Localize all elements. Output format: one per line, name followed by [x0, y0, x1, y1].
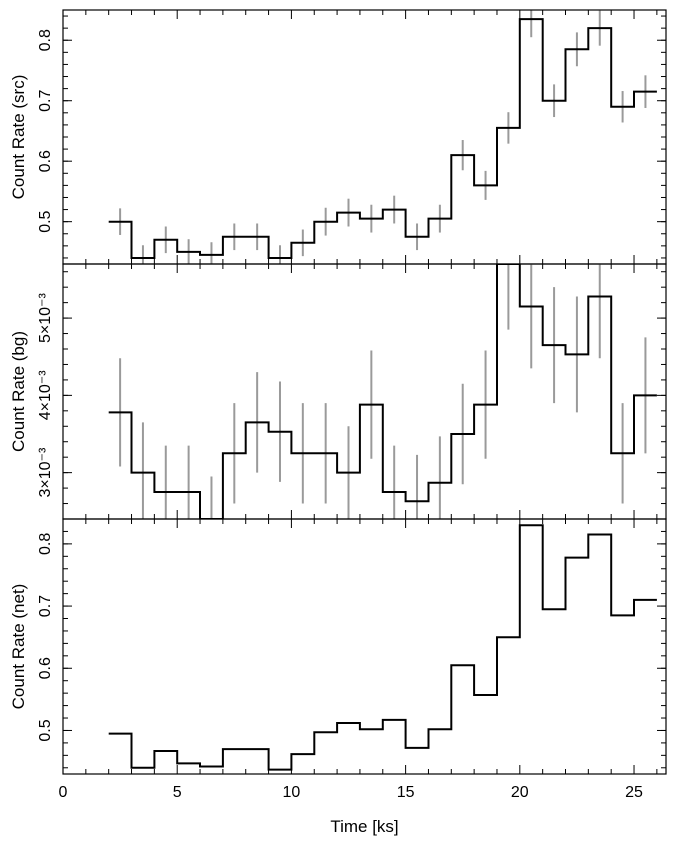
- y-tick-label: 0.8: [37, 29, 54, 51]
- y-tick-label: 0.5: [37, 210, 54, 232]
- y-tick-label: 0.8: [37, 533, 54, 555]
- x-tick-label: 15: [397, 784, 415, 801]
- y-tick-label: 0.6: [37, 657, 54, 679]
- y-axis-title: Count Rate (src): [9, 75, 28, 200]
- x-tick-label: 0: [59, 784, 68, 801]
- panel-frame: [62, 518, 667, 775]
- panel-frame: [62, 9, 667, 265]
- y-tick-label: 0.7: [37, 89, 54, 111]
- y-axis-title: Count Rate (net): [9, 584, 28, 710]
- panel-3: 0.5 0.6 0.7 0.8 Count Rate (net): [9, 518, 667, 775]
- x-tick-label: 10: [283, 784, 301, 801]
- y-tick-label: 4×10⁻³: [37, 370, 54, 420]
- x-tick-label: 25: [625, 784, 643, 801]
- y-tick-label: 3×10⁻³: [37, 447, 54, 497]
- y-axis-title: Count Rate (bg): [9, 331, 28, 452]
- panel-data: [108, 524, 657, 771]
- step-line: [108, 264, 657, 519]
- y-tick-label: 5×10⁻³: [37, 293, 54, 343]
- y-tick-label: 0.7: [37, 595, 54, 617]
- step-line: [108, 18, 657, 259]
- panel-data: [108, 264, 657, 519]
- panel-2: 3×10⁻³ 4×10⁻³ 5×10⁻³ Count Rate (bg): [9, 263, 667, 520]
- panel-data: [108, 10, 657, 264]
- x-axis-title: Time [ks]: [330, 817, 398, 836]
- y-tick-label: 0.5: [37, 719, 54, 741]
- x-tick-label: 5: [173, 784, 182, 801]
- panel-1: 0.5 0.6 0.7 0.8 Count Rate (src): [9, 9, 667, 265]
- step-line: [108, 524, 657, 771]
- x-tick-label: 20: [511, 784, 529, 801]
- y-tick-label: 0.6: [37, 150, 54, 172]
